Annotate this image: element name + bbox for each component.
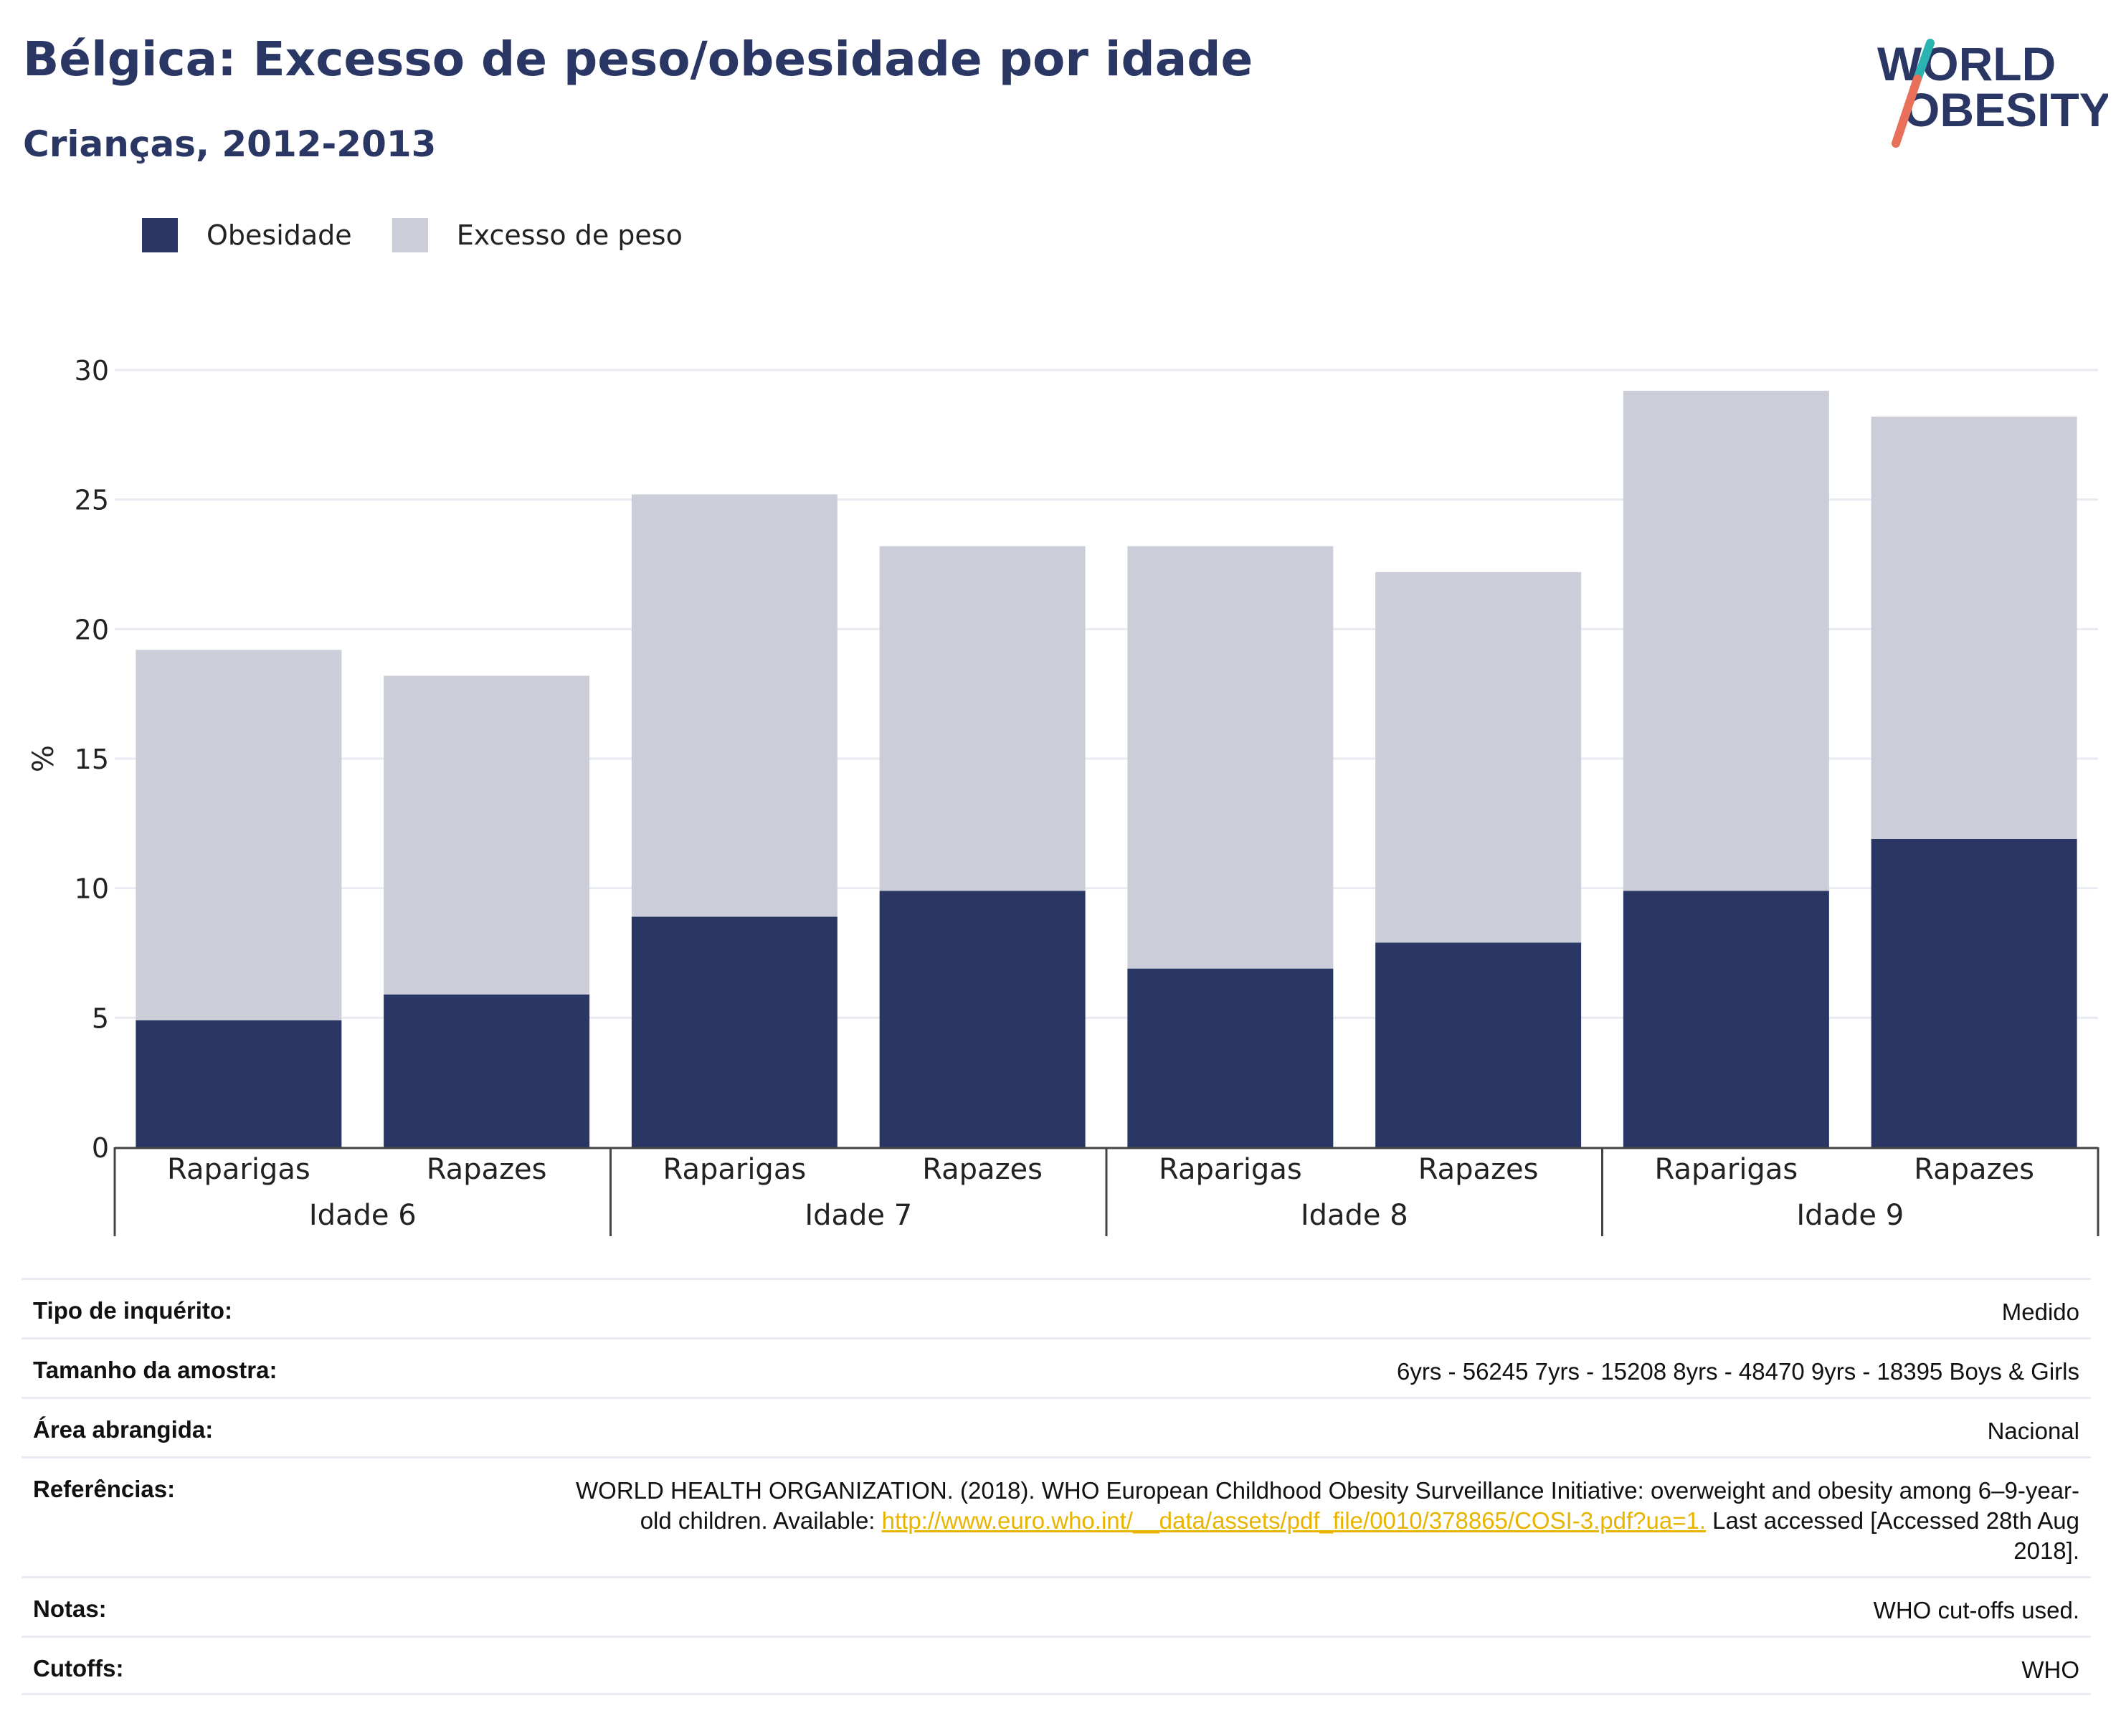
y-tick-label: 5 [92, 1002, 109, 1034]
x-tick-label: Rapazes [1914, 1153, 2034, 1186]
bar-overweight [1375, 571, 1582, 943]
bar-obesity [384, 994, 590, 1147]
y-tick-label: 30 [75, 355, 109, 386]
legend-item-overweight: Excesso de peso [392, 218, 683, 252]
meta-value: WHO cut-offs used. [1873, 1597, 2079, 1623]
legend-swatch-obesity [142, 218, 178, 252]
bar-obesity [879, 891, 1086, 1147]
references-text: WORLD HEALTH ORGANIZATION. (2018). WHO E… [574, 1476, 2079, 1566]
meta-label: Tamanho da amostra: [33, 1357, 277, 1383]
legend-item-obesity: Obesidade [142, 218, 352, 252]
legend-swatch-overweight [392, 218, 428, 252]
x-tick-label: Rapazes [1418, 1153, 1539, 1186]
x-tick-label: Rapazes [922, 1153, 1043, 1186]
bar-overweight [136, 650, 342, 1020]
meta-value: Medido [2001, 1299, 2079, 1325]
logo-line1: WORLD [1877, 37, 2056, 90]
bar-overweight [631, 494, 838, 917]
group-label: Idade 8 [1301, 1199, 1408, 1232]
reference-link[interactable]: http://www.euro.who.int/__data/assets/pd… [881, 1507, 1706, 1534]
x-tick-label: Raparigas [1159, 1153, 1302, 1186]
bar-overweight [879, 546, 1086, 891]
x-tick-label: Raparigas [663, 1153, 807, 1186]
bar-overweight [1871, 417, 2077, 840]
metadata-table: Tipo de inquérito: Medido Tamanho da amo… [22, 1278, 2091, 1695]
reference-prefix: WORLD HEALTH ORGANIZATION. (2018). WHO E… [576, 1477, 2079, 1534]
meta-row-notes: Notas: WHO cut-offs used. [22, 1576, 2091, 1636]
y-tick-label: 20 [75, 614, 109, 645]
y-tick-label: 0 [92, 1132, 109, 1164]
bar-obesity [1871, 839, 2077, 1147]
x-tick-label: Rapazes [427, 1153, 547, 1186]
meta-value: WHO [2021, 1656, 2079, 1683]
y-axis-label: % [27, 745, 60, 772]
meta-row-area: Área abrangida: Nacional [22, 1397, 2091, 1456]
meta-label: Tipo de inquérito: [33, 1297, 233, 1324]
meta-value: Nacional [1987, 1418, 2079, 1444]
meta-row-survey-type: Tipo de inquérito: Medido [22, 1278, 2091, 1337]
logo-line2: OBESITY [1903, 83, 2108, 136]
chart-legend: Obesidade Excesso de peso [142, 214, 723, 257]
bar-obesity [1375, 942, 1582, 1147]
page-title: Bélgica: Excesso de peso/obesidade por i… [23, 32, 1253, 87]
bar-obesity [1623, 891, 1829, 1147]
meta-label: Área abrangida: [33, 1416, 214, 1443]
x-tick-label: Raparigas [1655, 1153, 1798, 1186]
group-label: Idade 6 [309, 1199, 417, 1232]
meta-row-cutoffs: Cutoffs: WHO [22, 1636, 2091, 1695]
y-tick-label: 25 [75, 485, 109, 516]
bar-overweight [1127, 546, 1334, 969]
bar-obesity [631, 916, 838, 1147]
page-subtitle: Crianças, 2012-2013 [23, 123, 437, 165]
reference-suffix: Last accessed [Accessed 28th Aug 2018]. [1706, 1507, 2079, 1564]
world-obesity-logo: WORLD OBESITY [1877, 37, 2108, 148]
meta-row-references: Referências: WORLD HEALTH ORGANIZATION. … [22, 1456, 2091, 1576]
y-tick-label: 10 [75, 873, 109, 905]
meta-label: Referências: [33, 1476, 176, 1502]
group-label: Idade 7 [805, 1199, 912, 1232]
meta-label: Notas: [33, 1595, 107, 1622]
legend-label-overweight: Excesso de peso [456, 219, 683, 251]
bar-overweight [384, 675, 590, 995]
bar-obesity [136, 1020, 342, 1147]
meta-value: 6yrs - 56245 7yrs - 15208 8yrs - 48470 9… [1397, 1358, 2079, 1385]
meta-row-sample-size: Tamanho da amostra: 6yrs - 56245 7yrs - … [22, 1337, 2091, 1397]
x-tick-label: Raparigas [167, 1153, 310, 1186]
meta-label: Cutoffs: [33, 1655, 124, 1682]
legend-label-obesity: Obesidade [207, 219, 352, 251]
y-tick-label: 15 [75, 744, 109, 775]
bar-overweight [1623, 390, 1829, 891]
stacked-bar-chart: 0 5 10 15 20 25 30% Raparigas Rapazes Raparigas Ra… [27, 355, 2099, 1236]
bar-obesity [1127, 968, 1334, 1147]
group-label: Idade 9 [1796, 1199, 1904, 1232]
